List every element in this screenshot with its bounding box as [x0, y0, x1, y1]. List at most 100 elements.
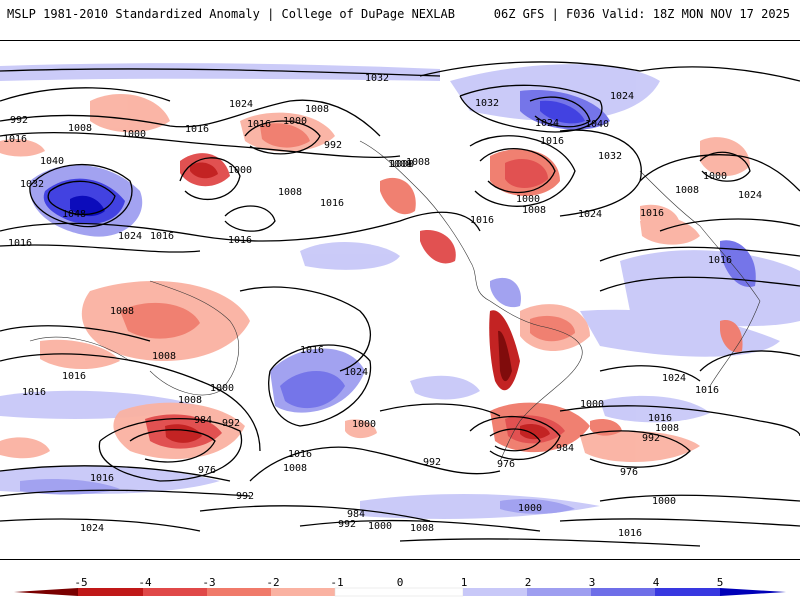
model-run-info: 06Z GFS | F036 Valid: 18Z MON NOV 17 202… [493, 7, 790, 21]
colorbar-seg-neg4 [78, 588, 143, 596]
isobar-label: 1024 [738, 190, 762, 201]
isobar-label: 992 [642, 433, 660, 444]
isobar-label: 1024 [344, 367, 368, 378]
isobar-label: 1048 [62, 209, 86, 220]
isobar-label: 992 [222, 418, 240, 429]
isobar-label: 1008 [152, 351, 176, 362]
map-canvas: 1032 992 1008 1000 1024 1016 1008 1000 9… [0, 61, 800, 547]
isobar-label: 1008 [305, 104, 329, 115]
isobar-label: 1040 [40, 156, 64, 167]
isobar-label: 1032 [20, 179, 44, 190]
isobar-label: 1016 [8, 238, 32, 249]
isobar-label: 1016 [320, 198, 344, 209]
isobar-label: 1016 [695, 385, 719, 396]
isobar-label: 976 [620, 467, 638, 478]
colorbar-seg-pos2 [527, 588, 591, 596]
isobar-label: 1016 [540, 136, 564, 147]
isobar-label: 1008 [278, 187, 302, 198]
isobar-label: 1000 [352, 419, 376, 430]
isobar-label: 1008 [406, 157, 430, 168]
colorbar-tick: 1 [460, 576, 468, 589]
isobar-label: 1000 [210, 383, 234, 394]
isobar-label: 1000 [580, 399, 604, 410]
isobar-label: 1024 [118, 231, 142, 242]
colorbar [0, 560, 800, 600]
isobar-label: 1016 [708, 255, 732, 266]
isobar-label: 1040 [585, 119, 609, 130]
isobar-label: 1008 [522, 205, 546, 216]
isobar-label: 1016 [648, 413, 672, 424]
colorbar-tick: -2 [266, 576, 280, 589]
colorbar-seg-pos1 [463, 588, 527, 596]
colorbar-tick: -5 [74, 576, 88, 589]
isobar-label: 1000 [518, 503, 542, 514]
isobar-label: 992 [324, 140, 342, 151]
isobar-label: 1000 [703, 171, 727, 182]
isobar-label: 992 [338, 519, 356, 530]
isobar-labels: 1032 992 1008 1000 1024 1016 1008 1000 9… [3, 73, 762, 539]
isobar-label: 1016 [247, 119, 271, 130]
isobar-label: 1000 [652, 496, 676, 507]
isobar-label: 1016 [470, 215, 494, 226]
isobar-label: 1024 [578, 209, 602, 220]
isobar-label: 976 [198, 465, 216, 476]
isobar-label: 1016 [228, 235, 252, 246]
isobar-label: 1016 [288, 449, 312, 460]
isobar-label: 1024 [229, 99, 253, 110]
colorbar-tick: -3 [202, 576, 216, 589]
isobar-label: 1032 [598, 151, 622, 162]
isobar-label: 1008 [390, 159, 414, 170]
isobar-label: 1000 [516, 194, 540, 205]
colorbar-arrow-right [720, 588, 786, 596]
isobar-label: 1016 [90, 473, 114, 484]
isobar-label: 1024 [80, 523, 104, 534]
colorbar-tick: 3 [588, 576, 596, 589]
isobar-label: 984 [556, 443, 574, 454]
isobar-label: 1000 [122, 129, 146, 140]
colorbar-strip [14, 587, 786, 597]
colorbar-seg-neg2 [207, 588, 271, 596]
map-title: MSLP 1981-2010 Standardized Anomaly | Co… [7, 7, 455, 21]
colorbar-seg-pos4 [655, 588, 720, 596]
isobar-label: 976 [497, 459, 515, 470]
isobar-label: 984 [347, 509, 365, 520]
isobar-label: 1032 [475, 98, 499, 109]
colorbar-seg-neg1 [271, 588, 335, 596]
anomaly-map: 1032 992 1008 1000 1024 1016 1008 1000 9… [0, 40, 800, 560]
isobar-label: 992 [236, 491, 254, 502]
isobar-label: 1024 [610, 91, 634, 102]
isobar-label: 1016 [62, 371, 86, 382]
isobar-label: 1008 [388, 159, 412, 170]
isobar-label: 984 [194, 415, 212, 426]
isobar-label: 1000 [368, 521, 392, 532]
isobar-lines [0, 61, 800, 547]
colorbar-tick: -4 [138, 576, 152, 589]
isobar-label: 1008 [283, 463, 307, 474]
colorbar-tick: 4 [652, 576, 660, 589]
colorbar-seg-zero [334, 587, 464, 597]
colorbar-arrow-left [14, 588, 78, 596]
isobar-label: 1008 [110, 306, 134, 317]
isobar-label: 1016 [300, 345, 324, 356]
isobar-label: 1024 [535, 118, 559, 129]
coastlines [29, 140, 761, 462]
isobar-label: 1016 [3, 134, 27, 145]
colorbar-seg-neg3 [143, 588, 207, 596]
colorbar-tick: -1 [330, 576, 344, 589]
isobar-label: 1016 [185, 124, 209, 135]
isobar-label: 1008 [68, 123, 92, 134]
isobar-label: 1008 [178, 395, 202, 406]
isobar-label: 1016 [22, 387, 46, 398]
colorbar-tick: 0 [396, 576, 404, 589]
isobar-label: 1016 [640, 208, 664, 219]
isobar-label: 992 [10, 115, 28, 126]
colorbar-seg-pos3 [591, 588, 655, 596]
isobar-label: 1008 [655, 423, 679, 434]
isobar-label: 1016 [150, 231, 174, 242]
isobar-label: 1000 [228, 165, 252, 176]
isobar-label: 1032 [365, 73, 389, 84]
isobar-label: 992 [423, 457, 441, 468]
colorbar-tick: 5 [716, 576, 724, 589]
isobar-label: 1000 [283, 116, 307, 127]
isobar-label: 1016 [618, 528, 642, 539]
